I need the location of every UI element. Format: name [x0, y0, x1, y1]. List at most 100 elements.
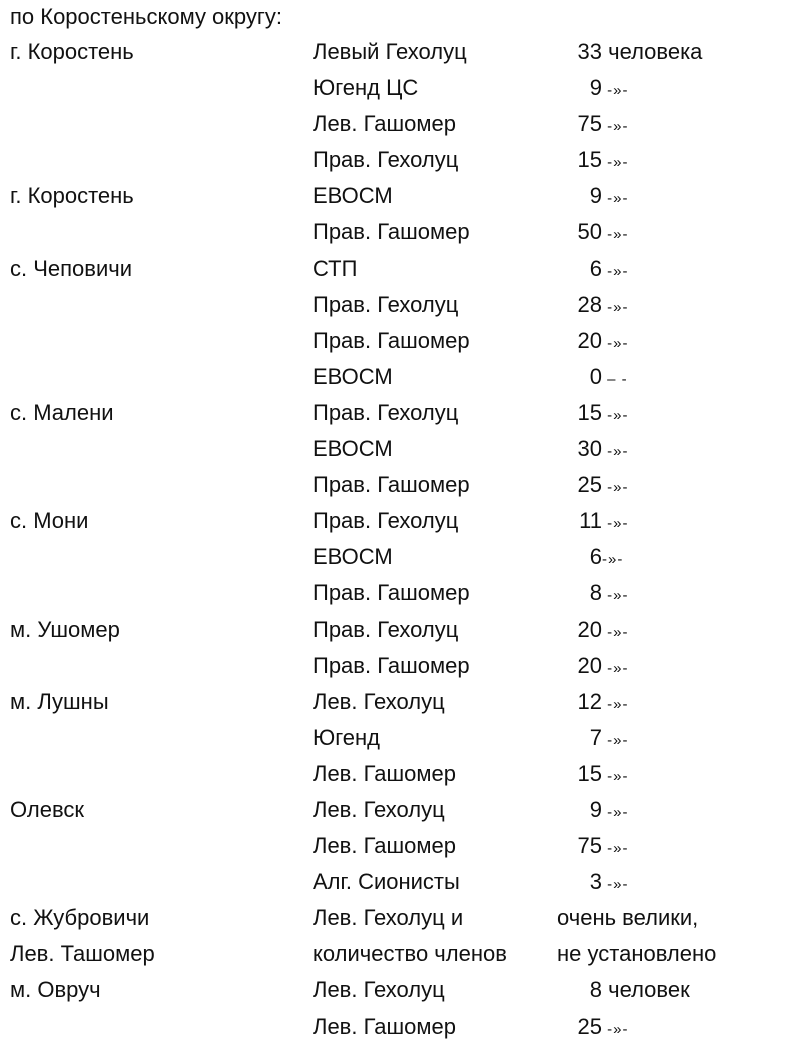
count-cell: 75 -»-	[557, 106, 629, 145]
table-row: ЕВОСМ 0 – -	[0, 359, 790, 395]
table-row: Прав. Гашомер 20 -»-	[0, 323, 790, 359]
table-row: Югенд ЦС 9 -»-	[0, 70, 790, 106]
count-number: 20	[577, 652, 602, 678]
organization-cell: Лев. Гехолуц	[313, 977, 445, 1003]
place-cell: м. Овруч	[10, 977, 101, 1003]
place-cell: Лев. Ташомер	[10, 941, 155, 967]
table-row: Лев. Гашомер 75 -»-	[0, 828, 790, 864]
organization-cell: Прав. Гашомер	[313, 580, 470, 606]
table-row: г. Коростень Левый Гехолуц 33 человека	[0, 34, 790, 70]
document-heading: по Коростеньскому округу:	[10, 4, 283, 29]
place-cell: с. Жубровичи	[10, 905, 150, 931]
count-cell: 25 -»-	[557, 1009, 629, 1048]
count-number: 12	[577, 688, 602, 714]
count-suffix: -»-	[602, 803, 629, 821]
organization-cell: Лев. Гашомер	[313, 1013, 456, 1039]
organization-cell: Лев. Гехолуц и	[313, 905, 464, 931]
organization-cell: Прав. Гашомер	[313, 219, 470, 245]
table-row: Лев. Гашомер 75 -»-	[0, 106, 790, 142]
organization-cell: ЕВОСМ	[313, 544, 393, 570]
count-suffix: -»-	[602, 840, 629, 858]
count-cell: 11 -»-	[557, 503, 629, 542]
count-number: 25	[577, 1013, 602, 1039]
count-suffix: -»-	[602, 334, 629, 352]
organization-cell: Лев. Гехолуц	[313, 688, 445, 714]
table-row: м. Овруч Лев. Гехолуц 8 человек	[0, 972, 790, 1008]
count-number: 9	[589, 796, 602, 822]
count-cell: 20 -»-	[557, 323, 629, 362]
count-cell: не установлено	[557, 936, 716, 972]
count-suffix: – -	[602, 370, 628, 388]
count-cell: 15 -»-	[557, 142, 629, 181]
table-row: Алг. Сионисты 3 -»-	[0, 864, 790, 900]
count-cell: 25 -»-	[557, 467, 629, 506]
count-suffix: -»-	[602, 587, 629, 605]
count-cell: 3 -»-	[557, 864, 629, 903]
table-row: м. Лушны Лев. Гехолуц 12 -»-	[0, 684, 790, 720]
place-cell: м. Ушомер	[10, 616, 120, 642]
count-number: 75	[577, 833, 602, 859]
count-number: 15	[577, 399, 602, 425]
count-cell: 15 -»-	[557, 756, 629, 795]
count-number: 20	[577, 327, 602, 353]
count-number: 0	[589, 363, 602, 389]
count-cell: 7 -»-	[557, 720, 629, 759]
place-cell: г. Коростень	[10, 39, 134, 64]
count-cell: 6-»-	[557, 539, 623, 578]
count-cell: 6 -»-	[557, 251, 629, 290]
organization-cell: Лев. Гехолуц	[313, 796, 445, 822]
count-suffix: -»-	[602, 406, 629, 424]
membership-table: г. Коростень Левый Гехолуц 33 человека Юген…	[0, 34, 790, 1045]
table-row: Олевск Лев. Гехолуц 9 -»-	[0, 792, 790, 828]
organization-cell: Прав. Гашомер	[313, 652, 470, 678]
count-cell: 8 человек	[557, 972, 690, 1008]
count-suffix: -»-	[602, 82, 629, 100]
count-number: 28	[577, 291, 602, 317]
table-row: Лев. Ташомер количество членов не установл…	[0, 936, 790, 972]
organization-cell: Прав. Гехолуц	[313, 508, 459, 534]
organization-cell: Прав. Гехолуц	[313, 147, 459, 173]
count-suffix: очень велики,	[557, 905, 699, 931]
count-suffix: не установлено	[557, 941, 717, 967]
count-number: 20	[577, 616, 602, 642]
count-suffix: -»-	[602, 443, 629, 461]
count-cell: 15 -»-	[557, 395, 629, 434]
table-row: Прав. Гашомер 50 -»-	[0, 214, 790, 250]
table-row: Прав. Гехолуц 15 -»-	[0, 142, 790, 178]
table-row: ЕВОСМ 30 -»-	[0, 431, 790, 467]
table-row: с. Мони Прав. Гехолуц 11 -»-	[0, 503, 790, 539]
count-number: 33	[577, 39, 602, 64]
organization-cell: Прав. Гехолуц	[313, 291, 459, 317]
count-cell: 75 -»-	[557, 828, 629, 867]
count-suffix: -»-	[602, 262, 629, 280]
organization-cell: количество членов	[313, 941, 507, 967]
count-number: 75	[577, 111, 602, 137]
table-row: с. Чеповичи СТП 6 -»-	[0, 251, 790, 287]
count-number: 3	[589, 869, 602, 895]
count-suffix: -»-	[602, 154, 629, 172]
count-number: 8	[589, 977, 602, 1003]
count-suffix: -»-	[602, 876, 629, 894]
count-cell: 30 -»-	[557, 431, 629, 470]
table-row: Прав. Гашомер 25 -»-	[0, 467, 790, 503]
count-suffix: человека	[602, 39, 703, 64]
organization-cell: Лев. Гашомер	[313, 760, 456, 786]
count-number: 6	[589, 255, 602, 281]
count-suffix: человек	[602, 977, 690, 1003]
table-row: м. Ушомер Прав. Гехолуц 20 -»-	[0, 612, 790, 648]
count-suffix: -»-	[602, 190, 629, 208]
count-suffix: -»-	[602, 479, 629, 497]
count-cell: 0 – -	[557, 359, 628, 398]
count-suffix: -»-	[602, 298, 629, 316]
count-number: 9	[589, 75, 602, 101]
count-number: 9	[589, 183, 602, 209]
count-cell: 9 -»-	[557, 178, 629, 217]
count-cell: 33 человека	[557, 34, 703, 70]
count-cell: 20 -»-	[557, 612, 629, 651]
count-number: 15	[577, 760, 602, 786]
table-row: с. Малени Прав. Гехолуц 15 -»-	[0, 395, 790, 431]
organization-cell: Прав. Гехолуц	[313, 399, 459, 425]
organization-cell: Лев. Гашомер	[313, 111, 456, 137]
organization-cell: Прав. Гашомер	[313, 472, 470, 498]
count-cell: 20 -»-	[557, 648, 629, 687]
